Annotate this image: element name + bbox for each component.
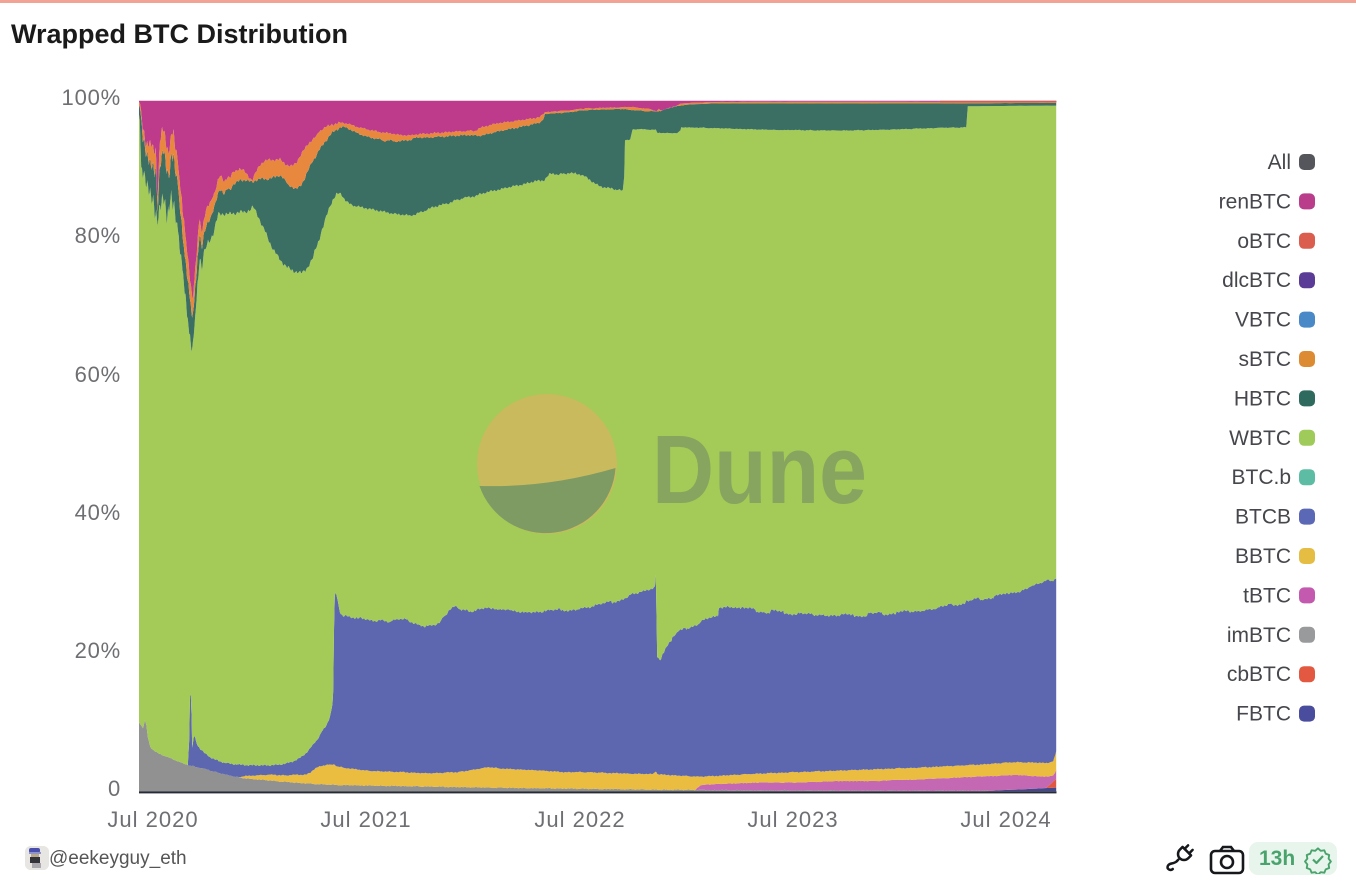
svg-text:60%: 60% bbox=[75, 362, 121, 387]
svg-text:Jul 2024: Jul 2024 bbox=[960, 807, 1051, 832]
svg-text:100%: 100% bbox=[62, 85, 121, 110]
svg-text:WBTC: WBTC bbox=[1229, 427, 1291, 450]
svg-text:All: All bbox=[1268, 151, 1291, 174]
svg-text:dlcBTC: dlcBTC bbox=[1222, 269, 1291, 292]
svg-text:cbBTC: cbBTC bbox=[1227, 663, 1291, 686]
svg-text:VBTC: VBTC bbox=[1235, 309, 1291, 332]
svg-text:renBTC: renBTC bbox=[1219, 190, 1291, 213]
svg-text:40%: 40% bbox=[75, 500, 121, 525]
svg-text:FBTC: FBTC bbox=[1236, 703, 1291, 726]
svg-text:imBTC: imBTC bbox=[1227, 624, 1291, 647]
svg-text:Jul 2020: Jul 2020 bbox=[107, 807, 198, 832]
svg-text:Jul 2021: Jul 2021 bbox=[320, 807, 411, 832]
svg-text:Dune: Dune bbox=[652, 415, 867, 524]
svg-text:20%: 20% bbox=[75, 638, 121, 663]
svg-text:BTCB: BTCB bbox=[1235, 506, 1291, 529]
svg-text:sBTC: sBTC bbox=[1239, 348, 1292, 371]
svg-text:HBTC: HBTC bbox=[1234, 387, 1291, 410]
svg-text:Jul 2023: Jul 2023 bbox=[747, 807, 838, 832]
svg-text:oBTC: oBTC bbox=[1237, 230, 1291, 253]
svg-text:tBTC: tBTC bbox=[1243, 584, 1291, 607]
svg-text:0: 0 bbox=[108, 776, 121, 801]
svg-text:80%: 80% bbox=[75, 223, 121, 248]
svg-text:BTC.b: BTC.b bbox=[1231, 466, 1291, 489]
svg-text:Jul 2022: Jul 2022 bbox=[534, 807, 625, 832]
svg-text:BBTC: BBTC bbox=[1235, 545, 1291, 568]
